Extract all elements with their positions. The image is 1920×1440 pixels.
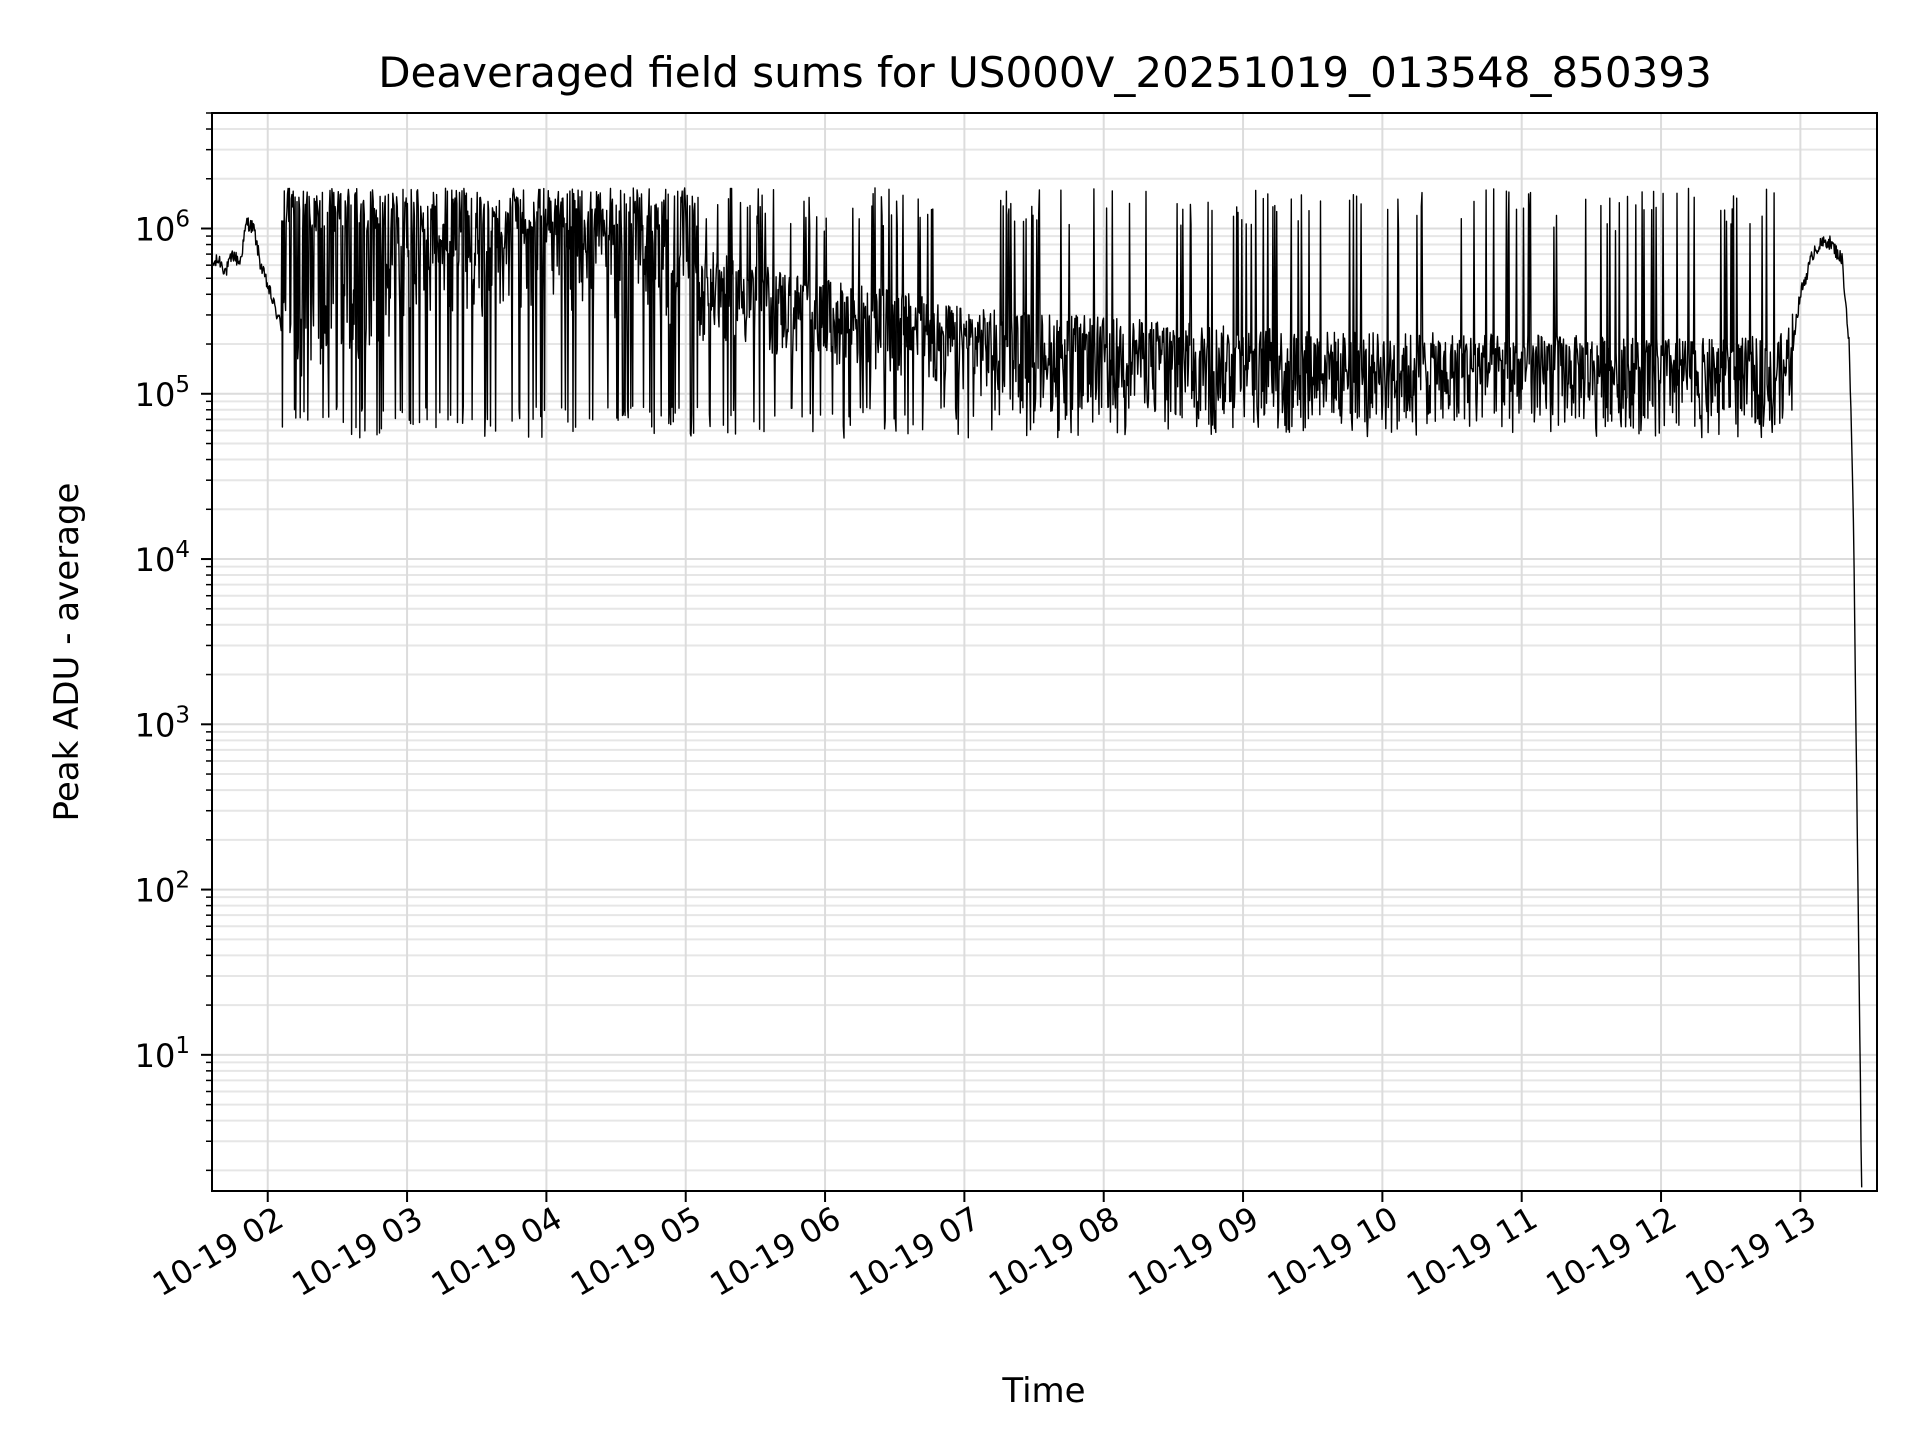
y-tick-label: 104	[135, 537, 190, 579]
y-tick-label: 101	[135, 1033, 190, 1075]
ticks-layer	[201, 112, 1802, 1202]
y-tick-label-exponent: 6	[175, 207, 190, 233]
y-tick-label-base: 10	[135, 211, 176, 249]
y-axis-title: Peak ADU - average	[47, 483, 87, 822]
y-tick-label-exponent: 4	[175, 537, 190, 563]
y-tick-label-exponent: 1	[175, 1033, 190, 1059]
y-tick-label-base: 10	[135, 1037, 176, 1075]
y-tick-label-base: 10	[135, 872, 176, 910]
y-tick-label-base: 10	[135, 706, 176, 744]
x-axis-title: Time	[1001, 1371, 1085, 1411]
y-tick-label: 106	[135, 207, 190, 249]
y-tick-label: 102	[135, 868, 190, 910]
data-layer	[211, 187, 1863, 1188]
y-tick-label-exponent: 2	[175, 868, 190, 894]
y-tick-label-base: 10	[135, 541, 176, 579]
y-tick-label-exponent: 3	[175, 702, 190, 728]
series-line-field-sums	[211, 187, 1863, 1188]
y-tick-label-base: 10	[135, 376, 176, 414]
plot-frame	[211, 112, 1878, 1192]
y-tick-label: 105	[135, 372, 190, 414]
y-tick-label-exponent: 5	[175, 372, 190, 398]
y-tick-label: 103	[135, 702, 190, 744]
grid-layer	[212, 112, 1877, 1191]
chart-title: Deaveraged field sums for US000V_2025101…	[378, 48, 1712, 97]
